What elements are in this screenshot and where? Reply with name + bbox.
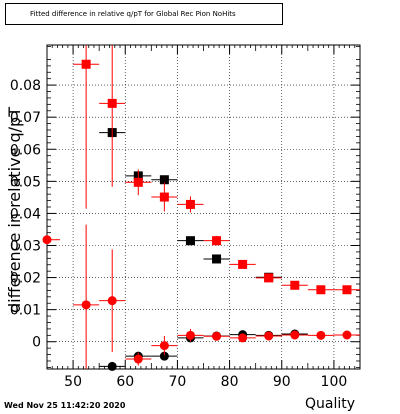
data-point [255,331,282,341]
square-marker [107,98,117,108]
x-axis-label: Quality [305,396,356,412]
y-tick-label: 0 [32,335,41,351]
y-tick-label: 0.01 [10,303,41,319]
square-marker [238,259,248,269]
title-box: Fitted difference in relative q/pT for G… [5,3,283,25]
square-marker [316,285,326,295]
grid [47,45,360,369]
square-marker [212,254,222,264]
data-point [203,254,230,264]
y-tick-label: 0.04 [10,206,41,222]
square-marker [159,192,169,202]
y-tick-label: 0.08 [10,78,41,94]
y-tick-label: 0.03 [10,238,41,254]
square-marker [81,59,91,69]
y-tick-label: 0.06 [10,142,41,158]
circle-marker [316,330,326,340]
data-point [203,235,230,246]
chart-title: Fitted difference in relative q/pT for G… [30,10,236,18]
data-point [177,236,204,246]
x-tick-label: 90 [273,374,291,390]
y-axis-label: difference in relative q/pT [5,107,24,313]
data-point [307,330,334,340]
square-marker [212,236,222,246]
data-point [42,235,61,245]
square-marker [290,280,300,290]
square-marker [185,199,195,209]
square-marker [159,175,169,185]
circle-marker [42,235,52,245]
data-point [333,330,360,340]
circle-marker [212,331,222,341]
circle-marker [107,361,117,371]
circle-marker [81,300,91,310]
data-point [281,330,308,340]
y-tick-label: 0.02 [10,271,41,287]
data-point [307,285,334,295]
circle-marker [264,331,274,341]
x-tick-label: 60 [116,374,134,390]
data-point [229,333,256,343]
circle-marker [159,341,169,351]
square-marker [185,236,195,246]
data-point [151,182,178,212]
data-point [73,45,100,209]
data-point [151,351,178,361]
x-tick-label: 70 [169,374,187,390]
data-point [99,361,126,371]
data-point [281,280,308,290]
data-point [151,175,178,185]
square-marker [264,273,274,283]
data-point [203,331,230,341]
x-tick-label: 80 [221,374,239,390]
square-marker [342,285,352,295]
data-point [125,352,152,366]
timestamp: Wed Nov 25 11:42:20 2020 [4,401,126,410]
data-point [255,273,282,283]
x-tick-label: 50 [64,374,82,390]
y-tick-label: 0.07 [10,110,41,126]
data-point [177,328,204,342]
circle-marker [107,296,117,306]
circle-marker [342,330,352,340]
data-point [99,45,126,187]
circle-marker [159,351,169,361]
circle-marker [238,333,248,343]
circle-marker [185,330,195,340]
y-tick-label: 0.05 [10,174,41,190]
data-point [229,259,256,269]
data-point [125,169,152,196]
data-point [151,335,178,356]
plot-frame [46,44,361,370]
circle-marker [290,330,300,340]
data-point [333,285,360,295]
data-point [99,249,126,352]
circle-marker [133,354,143,364]
data-point [73,224,100,369]
data-marks [42,45,360,371]
square-marker [133,177,143,187]
data-point [177,196,204,213]
x-tick-label: 100 [321,374,348,390]
